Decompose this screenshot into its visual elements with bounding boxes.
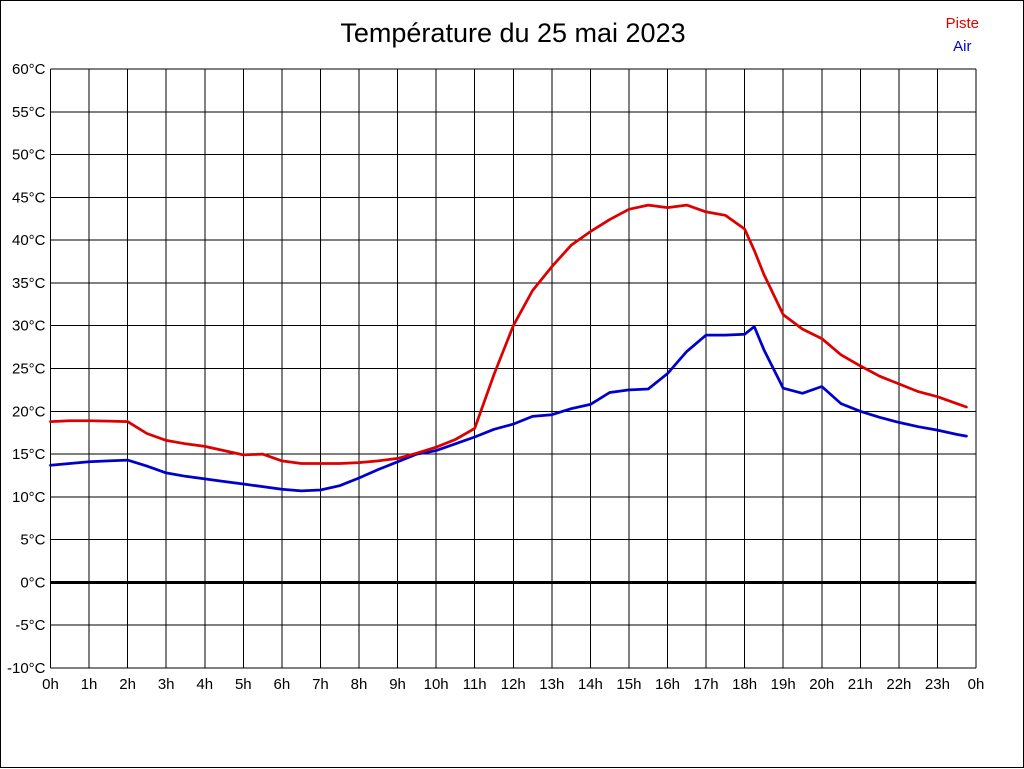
x-tick-label: 18h [732, 676, 757, 693]
y-tick-label: 25°C [12, 361, 46, 378]
piste-series-line [49, 203, 968, 465]
x-tick-label: 0h [968, 676, 985, 693]
x-tick-label: 22h [886, 676, 911, 693]
x-tick-label: 8h [351, 676, 368, 693]
x-tick-label: 0h [42, 676, 59, 693]
y-tick-label: 0°C [20, 574, 45, 591]
x-tick-label: 4h [196, 676, 213, 693]
x-tick-label: 7h [312, 676, 329, 693]
x-tick-label: 3h [158, 676, 175, 693]
x-tick-label: 14h [578, 676, 603, 693]
y-tick-label: 10°C [12, 489, 46, 506]
x-tick-label: 2h [119, 676, 136, 693]
y-tick-label: 50°C [12, 147, 46, 164]
x-tick-label: 16h [655, 676, 680, 693]
x-tick-label: 9h [389, 676, 406, 693]
x-tick-label: 1h [81, 676, 98, 693]
grid [50, 68, 977, 669]
x-tick-label: 13h [539, 676, 564, 693]
legend: Piste Air [946, 12, 979, 58]
x-tick-label: 15h [616, 676, 641, 693]
y-tick-label: 20°C [12, 403, 46, 420]
chart-title: Température du 25 mai 2023 [340, 18, 686, 48]
x-tick-label: 6h [274, 676, 291, 693]
y-tick-label: -10°C [7, 660, 46, 677]
legend-item-piste: Piste [945, 15, 979, 32]
x-tick-label: 17h [694, 676, 719, 693]
x-tick-label: 21h [848, 676, 873, 693]
y-tick-label: 40°C [12, 232, 46, 249]
y-tick-label: 60°C [12, 61, 46, 78]
x-tick-label: 20h [809, 676, 834, 693]
y-tick-label: 45°C [12, 189, 46, 206]
y-tick-label: 5°C [20, 532, 45, 549]
y-tick-label: -5°C [15, 617, 45, 634]
y-tick-label: 30°C [12, 318, 46, 335]
y-tick-label: 15°C [12, 446, 46, 463]
x-tick-label: 12h [501, 676, 526, 693]
x-tick-label: 23h [925, 676, 950, 693]
y-tick-label: 35°C [12, 275, 46, 292]
x-tick-label: 11h [463, 676, 487, 693]
x-tick-label: 19h [771, 676, 796, 693]
air-series-line [49, 325, 968, 493]
y-tick-label: 55°C [12, 104, 46, 121]
x-tick-label: 5h [235, 676, 252, 693]
x-tick-label: 10h [424, 676, 449, 693]
legend-item-air: Air [953, 38, 972, 55]
